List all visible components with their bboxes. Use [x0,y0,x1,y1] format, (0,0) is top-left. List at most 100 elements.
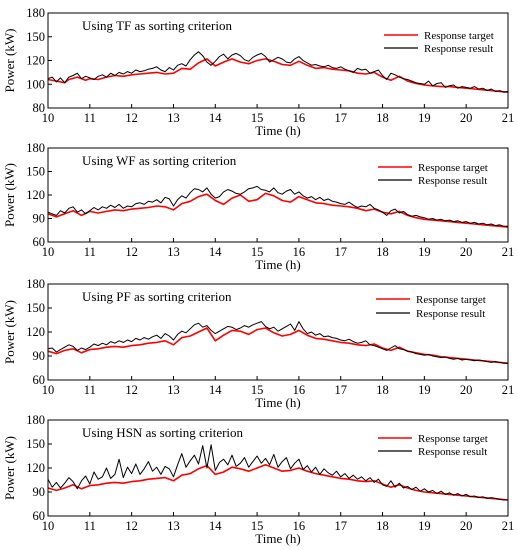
x-tick-label: 12 [125,383,138,397]
y-axis-label: Power (kW) [2,436,17,500]
y-tick-label: 90 [33,212,46,226]
panel-title: Using PF as sorting criterion [82,289,232,304]
series-line-result [47,444,508,501]
y-tick-label: 150 [26,301,45,315]
y-tick-label: 80 [33,101,46,115]
x-tick-label: 19 [418,383,431,397]
y-tick-label: 150 [26,165,45,179]
x-tick-label: 17 [334,111,347,125]
x-tick-label: 17 [334,519,347,533]
x-tick-label: 14 [209,111,222,125]
y-tick-label: 180 [26,141,45,155]
y-tick-label: 120 [26,325,45,339]
x-tick-label: 10 [42,245,55,259]
panel-title: Using HSN as sorting criterion [82,425,244,440]
chart-panel-4: 10 11 12 13 14 15 16 17 18 19 20 21 60 90 120 150 180 Tim… [2,413,514,546]
y-tick-label: 90 [33,485,46,499]
x-tick-label: 13 [167,383,180,397]
y-axis-label: Power (kW) [2,300,17,364]
x-tick-label: 11 [84,245,96,259]
x-axis-label: Time (h) [255,123,300,138]
x-tick-label: 15 [251,245,264,259]
y-tick-label: 150 [26,437,45,451]
legend-label: Response target [418,433,488,445]
x-tick-label: 16 [293,383,306,397]
legend-label: Response result [416,308,485,320]
x-tick-label: 19 [418,245,431,259]
x-tick-label: 18 [376,245,389,259]
y-tick-label: 180 [26,277,45,291]
x-tick-label: 21 [502,111,515,125]
panel-title: Using TF as sorting criterion [82,18,232,33]
x-tick-label: 20 [460,519,473,533]
x-tick-label: 16 [293,519,306,533]
x-tick-label: 15 [251,383,264,397]
x-tick-label: 14 [209,383,222,397]
y-tick-label: 60 [33,509,46,523]
x-tick-label: 12 [125,519,138,533]
x-axis-label: Time (h) [255,257,300,272]
x-tick-label: 12 [125,111,138,125]
series-line-target [47,463,509,501]
legend-label: Response result [424,43,493,55]
x-tick-label: 18 [376,519,389,533]
series-line-target [47,192,509,228]
x-tick-label: 14 [209,519,222,533]
legend-label: Response target [416,294,486,306]
legend-label: Response target [418,162,488,174]
y-axis-label: Power (kW) [2,163,17,227]
x-tick-label: 10 [42,111,55,125]
x-tick-label: 18 [376,111,389,125]
chart-panel-1: 10 11 12 13 14 15 16 17 18 19 20 21 80 100 120 150 180 Ti… [2,6,514,138]
y-tick-label: 120 [26,54,45,68]
series-line-result [47,321,508,364]
x-tick-label: 11 [84,383,96,397]
x-tick-label: 12 [125,245,138,259]
x-tick-label: 13 [167,245,180,259]
chart-panel-3: 10 11 12 13 14 15 16 17 18 19 20 21 60 90 120 150 180 Tim… [2,277,514,410]
y-tick-label: 180 [26,413,45,427]
x-tick-label: 21 [502,519,515,533]
x-tick-label: 18 [376,383,389,397]
series-line-target [47,327,509,364]
y-tick-label: 180 [26,6,45,20]
x-tick-label: 13 [167,111,180,125]
x-tick-label: 17 [334,245,347,259]
y-tick-label: 60 [33,373,46,387]
legend-label: Response result [418,175,487,187]
series-line-target [47,58,509,93]
x-tick-label: 17 [334,383,347,397]
x-tick-label: 21 [502,383,515,397]
y-tick-label: 100 [26,77,45,91]
x-tick-label: 15 [251,519,264,533]
x-axis-label: Time (h) [255,395,300,410]
x-tick-label: 11 [84,111,96,125]
y-tick-label: 90 [33,349,46,363]
legend-label: Response result [418,446,487,458]
x-tick-label: 19 [418,519,431,533]
chart-panel-2: 10 11 12 13 14 15 16 17 18 19 20 21 60 90 120 150 180 Tim… [2,141,514,272]
legend-label: Response target [424,30,494,42]
x-tick-label: 20 [460,111,473,125]
y-axis-label: Power (kW) [2,29,17,93]
x-tick-label: 14 [209,245,222,259]
x-tick-label: 19 [418,111,431,125]
x-tick-label: 13 [167,519,180,533]
x-tick-label: 20 [460,245,473,259]
x-tick-label: 10 [42,383,55,397]
x-tick-label: 15 [251,111,264,125]
x-tick-label: 16 [293,245,306,259]
x-tick-label: 21 [502,245,515,259]
x-tick-label: 20 [460,383,473,397]
y-tick-label: 120 [26,188,45,202]
x-axis-label: Time (h) [255,531,300,546]
x-tick-label: 11 [84,519,96,533]
y-tick-label: 120 [26,461,45,475]
x-tick-label: 16 [293,111,306,125]
y-tick-label: 150 [26,30,45,44]
series-line-result [47,51,509,93]
series-line-result [47,185,508,227]
x-tick-label: 10 [42,519,55,533]
panel-title: Using WF as sorting criterion [82,153,237,168]
